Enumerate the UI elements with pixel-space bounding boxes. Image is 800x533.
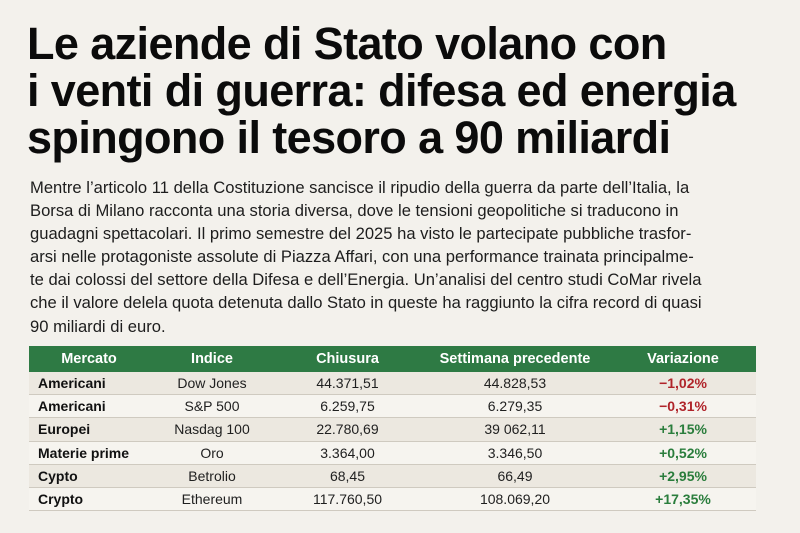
cell-index: Betrolio	[149, 464, 275, 488]
table-row: Europei Nasdag 100 22.780,69 39 062,11 +…	[29, 417, 756, 442]
body-line: 90 miliardi di euro.	[30, 316, 166, 336]
headline-line: Le aziende di Stato volano con	[27, 18, 667, 69]
cell-prev-week: 44.828,53	[420, 372, 610, 396]
cell-index: Nasdag 100	[149, 417, 275, 442]
headline-line: i venti di guerra: difesa ed energia	[27, 65, 736, 116]
body-line: Borsa di Milano racconta una storia dive…	[30, 201, 679, 221]
cell-market: Americani	[29, 372, 149, 396]
cell-market: Americani	[29, 394, 149, 419]
cell-index: Ethereum	[149, 487, 275, 512]
column-header-prev-week: Settimana precedente	[420, 346, 610, 372]
cell-change: +0,52%	[610, 441, 756, 465]
body-line: guadagni spettacolari. Il primo semestre…	[30, 224, 692, 244]
cell-index: Oro	[149, 441, 275, 465]
cell-change: −0,31%	[610, 394, 756, 419]
body-line: che il valore delela quota detenuta dall…	[30, 293, 702, 313]
cell-close: 44.371,51	[275, 372, 420, 396]
cell-index: S&P 500	[149, 394, 275, 419]
table-row: Americani Dow Jones 44.371,51 44.828,53 …	[29, 372, 756, 396]
cell-close: 22.780,69	[275, 417, 420, 442]
article-body: Mentre l’articolo 11 della Costituzione …	[30, 176, 775, 338]
table-header-row: Mercato Indice Chiusura Settimana preced…	[29, 346, 756, 372]
headline-line: spingono il tesoro a 90 miliardi	[27, 112, 671, 163]
cell-prev-week: 3.346,50	[420, 441, 610, 465]
table-row: Cypto Betrolio 68,45 66,49 +2,95%	[29, 464, 756, 488]
cell-close: 3.364,00	[275, 441, 420, 465]
cell-market: Crypto	[29, 487, 149, 512]
cell-change: +17,35%	[610, 487, 756, 512]
cell-change: −1,02%	[610, 372, 756, 396]
column-header-index: Indice	[149, 346, 275, 372]
cell-prev-week: 108.069,20	[420, 487, 610, 512]
cell-index: Dow Jones	[149, 372, 275, 396]
column-header-change: Variazione	[610, 346, 756, 372]
cell-market: Europei	[29, 417, 149, 442]
markets-table: Mercato Indice Chiusura Settimana preced…	[29, 346, 756, 512]
cell-market: Materie prime	[29, 441, 149, 465]
cell-close: 68,45	[275, 464, 420, 488]
table-row: Materie prime Oro 3.364,00 3.346,50 +0,5…	[29, 441, 756, 465]
article-headline: Le aziende di Stato volano con i venti d…	[27, 20, 787, 161]
cell-close: 6.259,75	[275, 394, 420, 419]
column-header-market: Mercato	[29, 346, 149, 372]
cell-close: 117.760,50	[275, 487, 420, 512]
body-line: arsi nelle protagoniste assolute di Piaz…	[30, 247, 694, 267]
column-header-close: Chiusura	[275, 346, 420, 372]
cell-prev-week: 39 062,11	[420, 417, 610, 442]
body-line: Mentre l’articolo 11 della Costituzione …	[30, 178, 690, 197]
cell-prev-week: 66,49	[420, 464, 610, 488]
cell-market: Cypto	[29, 464, 149, 488]
cell-change: +2,95%	[610, 464, 756, 488]
body-line: te dai colossi del settore della Difesa …	[30, 270, 702, 290]
table-row: Americani S&P 500 6.259,75 6.279,35 −0,3…	[29, 394, 756, 419]
cell-prev-week: 6.279,35	[420, 394, 610, 419]
cell-change: +1,15%	[610, 417, 756, 442]
table-row: Crypto Ethereum 117.760,50 108.069,20 +1…	[29, 487, 756, 512]
